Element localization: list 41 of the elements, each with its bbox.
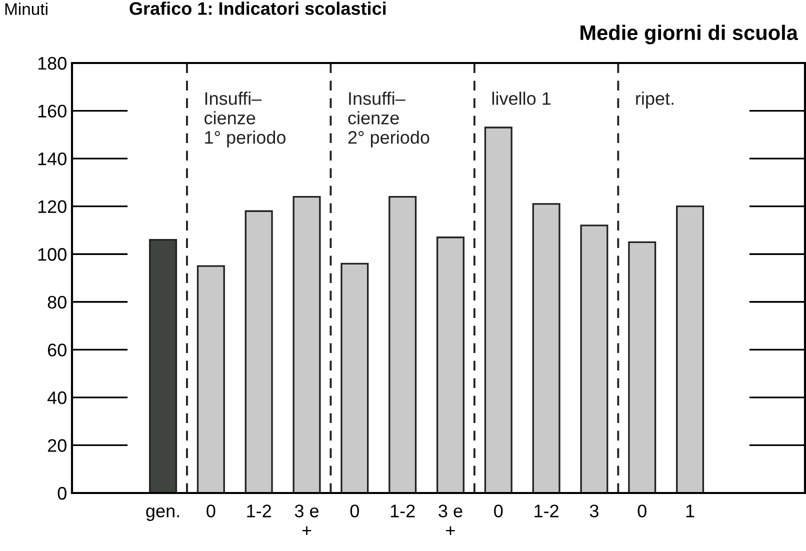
x-tick-label: 1 [686,504,694,518]
annotation: Insuffi– cienze 1° periodo [204,92,286,148]
y-axis-title: Minuti [5,2,48,15]
x-tick-label: 0 [638,504,646,518]
y-tick-label: 0 [58,486,66,500]
bar [484,126,512,493]
y-tick-label: 140 [38,152,66,166]
y-tick-label: 120 [38,200,66,214]
y-tick-label: 40 [47,391,66,404]
x-tick-label: 1-2 [390,504,415,518]
y-tick-label: 100 [38,248,66,261]
x-tick-label: 0 [350,504,359,518]
bar [149,238,178,493]
bar [580,224,608,493]
x-tick-label: 3 e + [294,504,318,536]
annotation: ripet. [636,92,674,108]
y-tick-label: 160 [38,104,66,118]
chart-subtitle: Medie giorni di scuola [580,24,798,44]
bar [388,196,417,493]
annotation: Insuffi– cienze 2° periodo [348,92,430,148]
bar [196,265,225,493]
y-tick-label: 60 [48,344,66,356]
annotation: livello 1 [492,92,551,105]
bar [628,241,656,493]
y-tick-label: 80 [48,296,66,309]
bar [244,210,273,493]
chart-title: Grafico 1: Indicatori scolastici [130,2,386,15]
x-tick-label: 0 [494,504,503,518]
y-tick-label: 180 [38,56,66,70]
x-tick-label: gen. [146,507,179,521]
x-tick-label: 3 e + [438,504,462,536]
bar [676,206,704,493]
x-tick-label: 1-2 [247,504,271,518]
x-tick-label: 3 [590,504,598,518]
y-tick-label: 20 [48,439,66,452]
bar [292,196,321,493]
x-tick-label: 1-2 [534,504,558,518]
bar [436,236,464,493]
x-tick-label: 0 [206,504,216,518]
bar [340,262,369,493]
bar [532,203,560,493]
